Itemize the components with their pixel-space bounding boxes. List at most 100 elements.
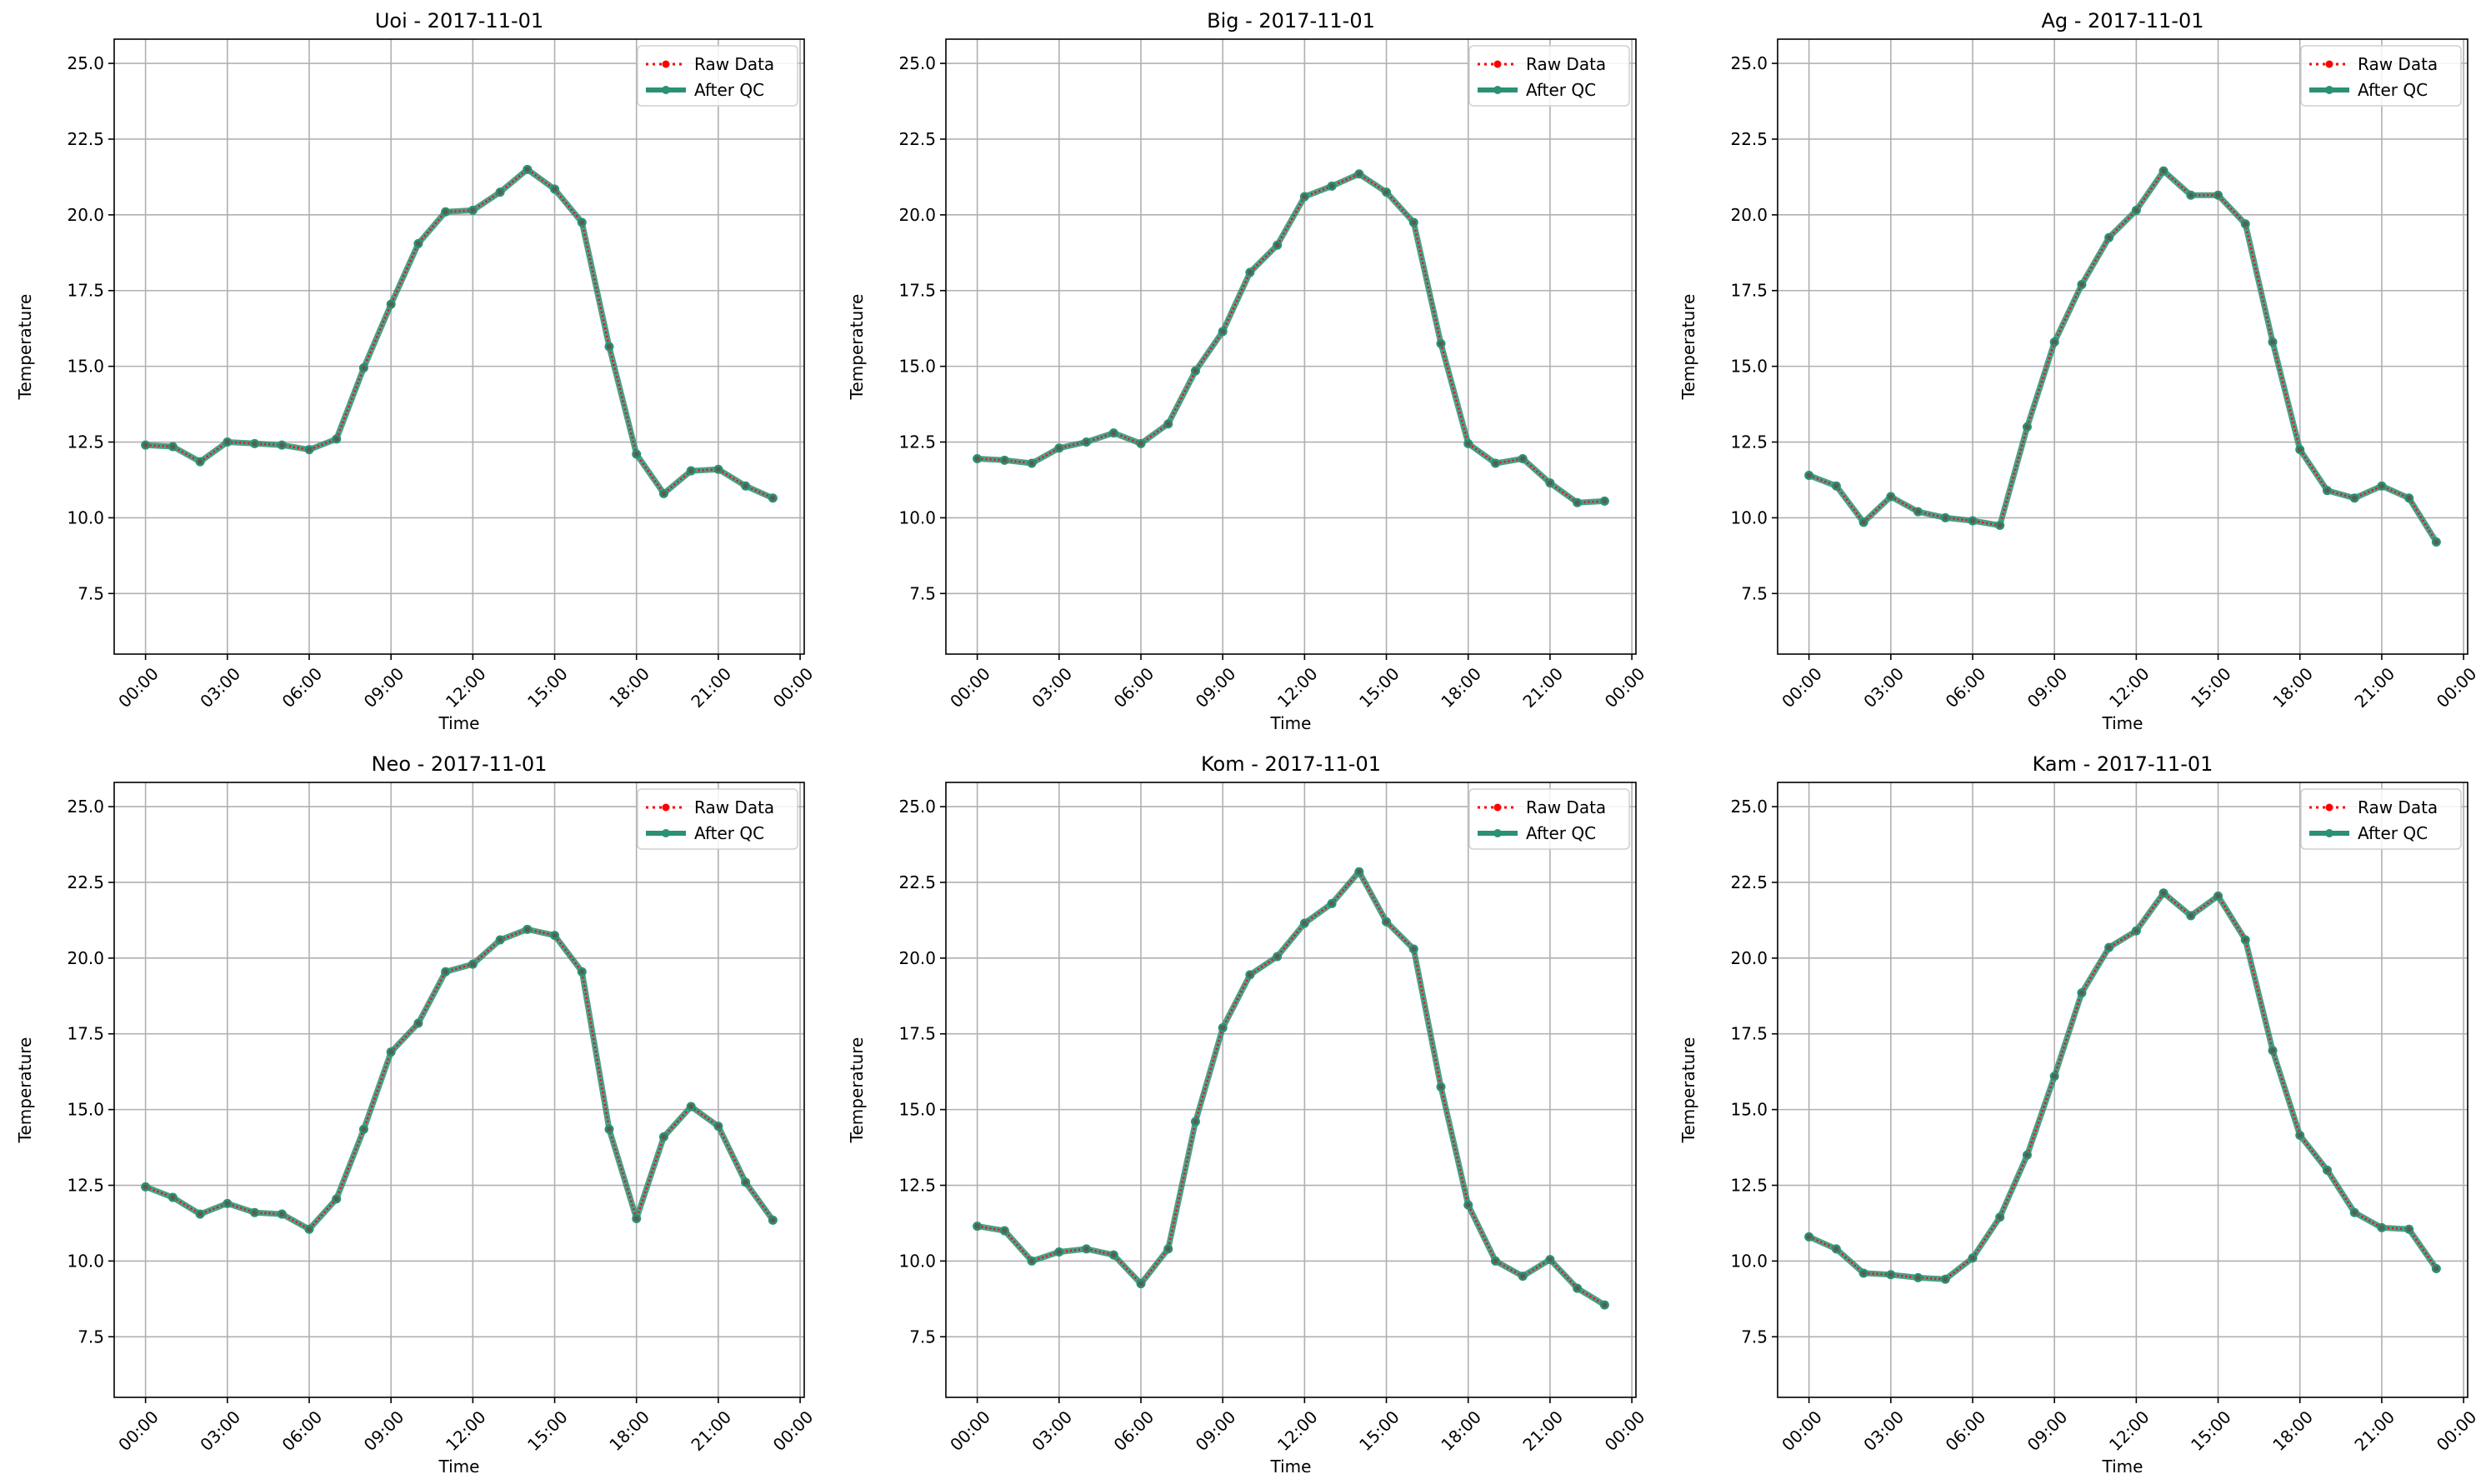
- data-point-raw-data: [2188, 192, 2193, 198]
- chart-title: Neo - 2017-11-01: [372, 752, 548, 776]
- y-tick-label: 25.0: [1730, 53, 1768, 73]
- legend-label-after-qc: After QC: [2358, 80, 2428, 100]
- data-point-raw-data: [2133, 928, 2139, 934]
- data-point-raw-data: [661, 1134, 667, 1140]
- data-point-raw-data: [1833, 1246, 1839, 1252]
- data-point-raw-data: [1274, 954, 1280, 960]
- data-point-raw-data: [2215, 192, 2221, 198]
- data-point-raw-data: [715, 1123, 721, 1129]
- x-tick-label: 00:00: [2433, 663, 2481, 712]
- grid-lines: [946, 39, 1636, 654]
- x-tick-label: 09:00: [360, 663, 408, 712]
- data-point-raw-data: [2433, 1266, 2439, 1272]
- data-point-raw-data: [661, 491, 667, 497]
- y-tick-label: 22.5: [1730, 129, 1768, 149]
- y-axis-label: Temperature: [847, 294, 867, 401]
- legend: Raw Data After QC: [637, 788, 798, 850]
- legend-marker-after-qc: [2325, 829, 2333, 837]
- y-axis-label: Temperature: [1678, 294, 1698, 401]
- chart-title: Kom - 2017-11-01: [1201, 752, 1381, 776]
- x-tick-label: 00:00: [946, 663, 994, 712]
- data-point-raw-data: [1465, 1202, 1471, 1208]
- data-point-raw-data: [1029, 1258, 1035, 1264]
- data-point-raw-data: [498, 937, 503, 943]
- series-line-after-qc: [974, 171, 1608, 506]
- data-point-raw-data: [2406, 1227, 2412, 1232]
- x-tick-label: 12:00: [442, 1407, 490, 1455]
- legend: Raw Data After QC: [2300, 788, 2462, 850]
- legend-marker-after-qc: [1493, 829, 1502, 837]
- axes-frame: [945, 782, 1637, 1398]
- data-point-raw-data: [1165, 421, 1171, 427]
- y-tick-label: 7.5: [1741, 583, 1768, 603]
- data-point-raw-data: [2324, 1167, 2330, 1173]
- data-point-raw-data: [1029, 460, 1035, 466]
- data-point-raw-data: [1970, 518, 1975, 524]
- data-point-raw-data: [2378, 483, 2384, 489]
- data-point-raw-data: [2433, 539, 2439, 545]
- data-point-raw-data: [2378, 1225, 2384, 1231]
- data-point-raw-data: [1138, 441, 1143, 447]
- x-tick-label: 06:00: [1942, 663, 1990, 712]
- data-point-raw-data: [1165, 1246, 1171, 1252]
- data-point-raw-data: [1493, 1258, 1498, 1264]
- data-point-raw-data: [1943, 515, 1948, 521]
- data-point-raw-data: [1465, 441, 1471, 447]
- data-point-raw-data: [1438, 341, 1443, 347]
- y-tick-label: 25.0: [898, 797, 936, 817]
- y-tick-label: 7.5: [78, 583, 104, 603]
- y-tick-label: 7.5: [78, 1327, 104, 1347]
- x-tick-label: 18:00: [605, 663, 653, 712]
- x-tick-label: 21:00: [1518, 663, 1567, 712]
- y-tick-label: 20.0: [898, 948, 936, 968]
- data-point-raw-data: [1138, 1281, 1143, 1287]
- x-axis-label: Time: [1270, 1457, 1312, 1477]
- x-tick-label: 00:00: [1601, 663, 1649, 712]
- data-point-raw-data: [1083, 439, 1089, 445]
- data-point-raw-data: [415, 241, 421, 247]
- data-point-raw-data: [1915, 509, 1921, 515]
- legend-label-raw-data: Raw Data: [694, 797, 774, 817]
- legend: Raw Data After QC: [1468, 788, 1630, 850]
- data-point-raw-data: [333, 436, 339, 442]
- x-tick-label: 00:00: [769, 1407, 818, 1455]
- data-point-raw-data: [1915, 1275, 1921, 1281]
- y-tick-label: 7.5: [909, 583, 936, 603]
- data-point-raw-data: [1806, 472, 1812, 478]
- legend: Raw Data After QC: [2300, 45, 2462, 107]
- x-axis-label: Time: [2102, 1457, 2143, 1477]
- data-point-raw-data: [1356, 171, 1362, 177]
- data-point-raw-data: [1997, 1214, 2003, 1220]
- x-tick-label: 09:00: [360, 1407, 408, 1455]
- x-tick-label: 09:00: [2023, 1407, 2072, 1455]
- data-point-raw-data: [1383, 919, 1389, 925]
- data-point-raw-data: [1002, 1228, 1008, 1234]
- data-point-raw-data: [279, 1212, 285, 1217]
- y-tick-label: 17.5: [67, 281, 104, 301]
- y-tick-label: 22.5: [67, 129, 104, 149]
- x-tick-label: 09:00: [1192, 663, 1240, 712]
- x-tick-label: 00:00: [769, 663, 818, 712]
- legend: Raw Data After QC: [1468, 45, 1630, 107]
- legend-label-raw-data: Raw Data: [1526, 54, 1606, 74]
- x-axis-label: Time: [438, 713, 480, 733]
- legend-marker-raw-data: [1493, 803, 1502, 812]
- y-tick-label: 15.0: [898, 1100, 936, 1120]
- legend-marker-raw-data: [662, 60, 670, 68]
- data-point-raw-data: [715, 467, 721, 472]
- legend: Raw Data After QC: [637, 45, 798, 107]
- y-tick-label: 15.0: [67, 1100, 104, 1120]
- y-tick-label: 20.0: [898, 205, 936, 225]
- data-point-raw-data: [552, 932, 558, 938]
- data-point-raw-data: [1943, 1277, 1948, 1282]
- data-point-raw-data: [607, 1127, 612, 1132]
- chart-title: Big - 2017-11-01: [1207, 9, 1375, 32]
- y-tick-label: 7.5: [909, 1327, 936, 1347]
- x-tick-label: 00:00: [1778, 1407, 1826, 1455]
- data-point-raw-data: [1411, 946, 1417, 952]
- legend-label-raw-data: Raw Data: [1526, 797, 1606, 817]
- data-point-raw-data: [1356, 869, 1362, 875]
- data-point-raw-data: [1274, 242, 1280, 248]
- data-point-raw-data: [2052, 1073, 2058, 1079]
- data-point-raw-data: [1329, 183, 1335, 189]
